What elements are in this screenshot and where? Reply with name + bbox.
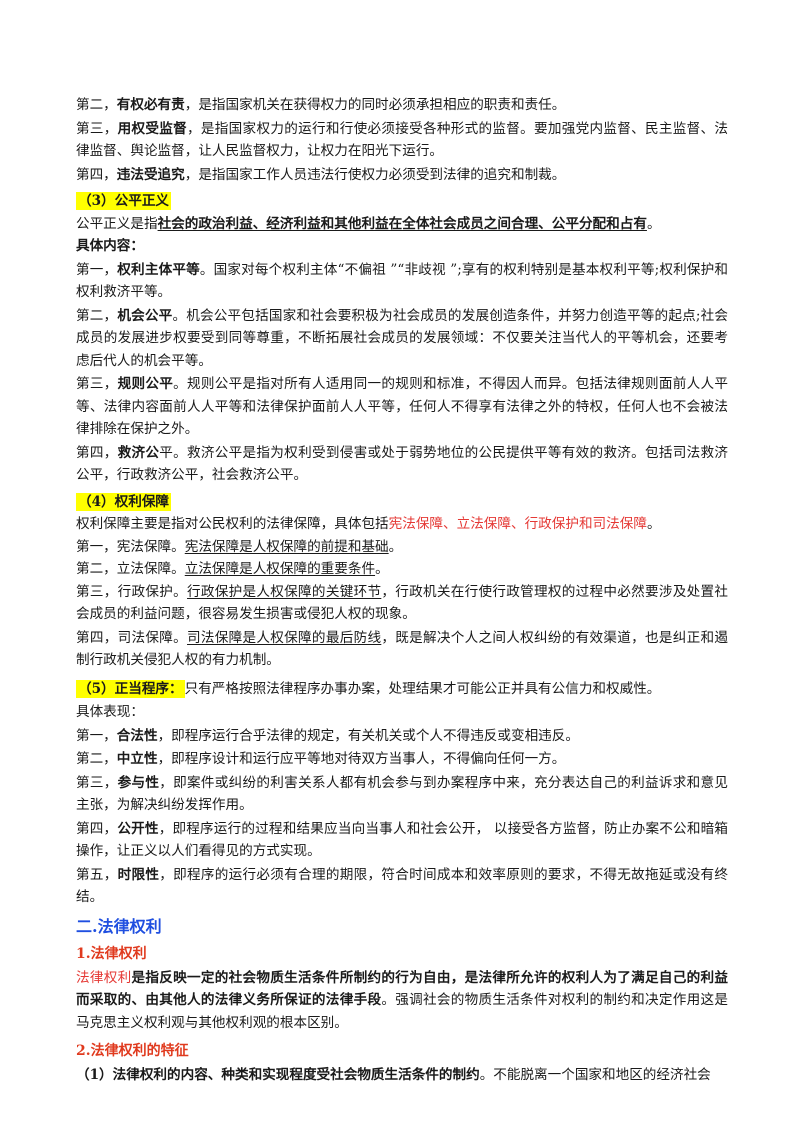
paragraph-feature-1: （1）法律权利的内容、种类和实现程度受社会物质生活条件的制约。不能脱离一个国家和… xyxy=(76,1067,711,1083)
paragraph-judicial-protection: 第四，司法保障。司法保障是人权保障的最后防线，既是解决个人之间人权纠纷的有效渠道… xyxy=(76,629,729,669)
subheading-legal-rights: 1.法律权利 xyxy=(76,945,147,962)
heading-rights-protection: （4）权利保障 xyxy=(76,492,172,511)
paragraph-neutrality: 第二，中立性，即程序设计和运行应平等地对待双方当事人，不得偏向任何一方。 xyxy=(76,751,566,767)
paragraph-equal-opportunity: 第二，机会公平。机会公平包括国家和社会要积极为社会成员的发展创造条件，并努力创造… xyxy=(76,307,729,369)
term-accountability: 有权必有责 xyxy=(116,97,185,113)
paragraph-equal-subjects: 第一，权利主体平等。国家对每个权利主体“不偏祖 ”“非歧视 ”;享有的权利特别是… xyxy=(76,261,729,301)
protection-types-highlight: 宪法保障、立法保障、行政保护和司法保障 xyxy=(388,516,647,532)
paragraph-legislative-protection: 第二，立法保障。立法保障是人权保障的重要条件。 xyxy=(76,561,389,577)
paragraph-administrative-protection: 第三，行政保护。行政保护是人权保障的关键环节，行政机关在行使行政管理权的过程中必… xyxy=(76,583,729,623)
heading-due-process: （5）正当程序： 只有严格按照法律程序办事办案，处理结果才可能公正并具有公信力和权… xyxy=(76,679,661,698)
paragraph-constitutional-protection: 第一，宪法保障。宪法保障是人权保障的前提和基础。 xyxy=(76,538,403,555)
paragraph-supervision: 第三，用权受监督，是指国家权力的运行和行使必须接受各种形式的监督。要加强党内监督… xyxy=(76,120,729,160)
paragraph-accountability: 第二，有权必有责，是指国家机关在获得权力的同时必须承担相应的职责和责任。 xyxy=(76,97,566,113)
paragraph-fair-rules: 第三，规则公平。规则公平是指对所有人适用同一的规则和标准，不得因人而异。包括法律… xyxy=(76,376,729,437)
section-heading-legal-rights: 二.法律权利 xyxy=(76,916,162,936)
paragraph-rights-protection-intro: 权利保障主要是指对公民权利的法律保障，具体包括宪法保障、立法保障、行政保护和司法… xyxy=(76,516,661,532)
paragraph-timeliness: 第五，时限性，即程序的运行必须有合理的期限，符合时间成本和效率原则的要求，不得无… xyxy=(76,866,729,906)
term-legal-rights: 法律权利 xyxy=(76,969,132,986)
term-supervision: 用权受监督 xyxy=(117,120,188,137)
paragraph-participation: 第三，参与性，即案件或纠纷的利害关系人都有机会参与到办案程序中来，充分表达自己的… xyxy=(76,774,729,814)
heading-fairness: （3）公平正义 xyxy=(76,192,172,210)
manifestation-label: 具体表现： xyxy=(76,704,144,720)
term-liability: 违法受追究 xyxy=(116,166,185,183)
paragraph-fair-remedy: 第四，救济公平。救济公平是指为权利受到侵害或处于弱势地位的公民提供平等有效的救济… xyxy=(76,444,729,484)
paragraph-liability: 第四，违法受追究，是指国家工作人员违法行使权力必须受到法律的追究和制裁。 xyxy=(76,166,566,183)
paragraph-openness: 第四，公开性，即程序运行的过程和结果应当向当事人和社会公开， 以接受各方监督，防… xyxy=(76,820,728,860)
fairness-definition-key: 社会的政治利益、经济利益和其他利益在全体社会成员之间合理、公平分配和占有 xyxy=(157,215,647,232)
content-label: 具体内容： xyxy=(76,238,144,254)
paragraph-legality: 第一，合法性，即程序运行合乎法律的规定，有关机关或个人不得违反或变相违反。 xyxy=(76,727,579,744)
document-page: 第二，有权必有责，是指国家机关在获得权力的同时必须承担相应的职责和责任。 第三，… xyxy=(76,94,728,1087)
paragraph-fairness-definition: 公平正义是指社会的政治利益、经济利益和其他利益在全体社会成员之间合理、公平分配和… xyxy=(76,215,661,232)
paragraph-legal-rights-definition: 法律权利是指反映一定的社会物质生活条件所制约的行为自由，是法律所允许的权利人为了… xyxy=(76,969,729,1031)
subheading-legal-rights-features: 2.法律权利的特征 xyxy=(76,1043,189,1059)
